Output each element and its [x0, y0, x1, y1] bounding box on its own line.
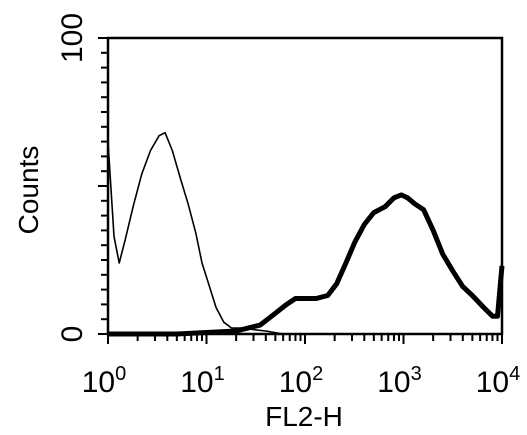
y-axis-title: Counts: [13, 146, 44, 235]
x-tick-label: 103: [377, 363, 422, 399]
y-axis-label: Counts: [13, 146, 44, 235]
x-axis-label: FL2-H: [265, 401, 343, 432]
y-tick-label: 0: [56, 326, 89, 343]
x-tick-label: 102: [279, 363, 324, 399]
y-tick-labels: 0 100: [56, 13, 89, 342]
x-tick-labels: 100 101 102 103 104: [82, 363, 521, 399]
x-tick-label: 104: [476, 363, 521, 399]
x-tick-label: 101: [180, 363, 225, 399]
histogram-line-thin: [107, 131, 284, 335]
y-tick-label: 100: [56, 13, 89, 63]
histogram-series: [107, 131, 505, 337]
x-tick-label: 100: [82, 363, 127, 399]
plot-frame: [106, 36, 504, 336]
histogram-line-thick: [108, 192, 505, 337]
